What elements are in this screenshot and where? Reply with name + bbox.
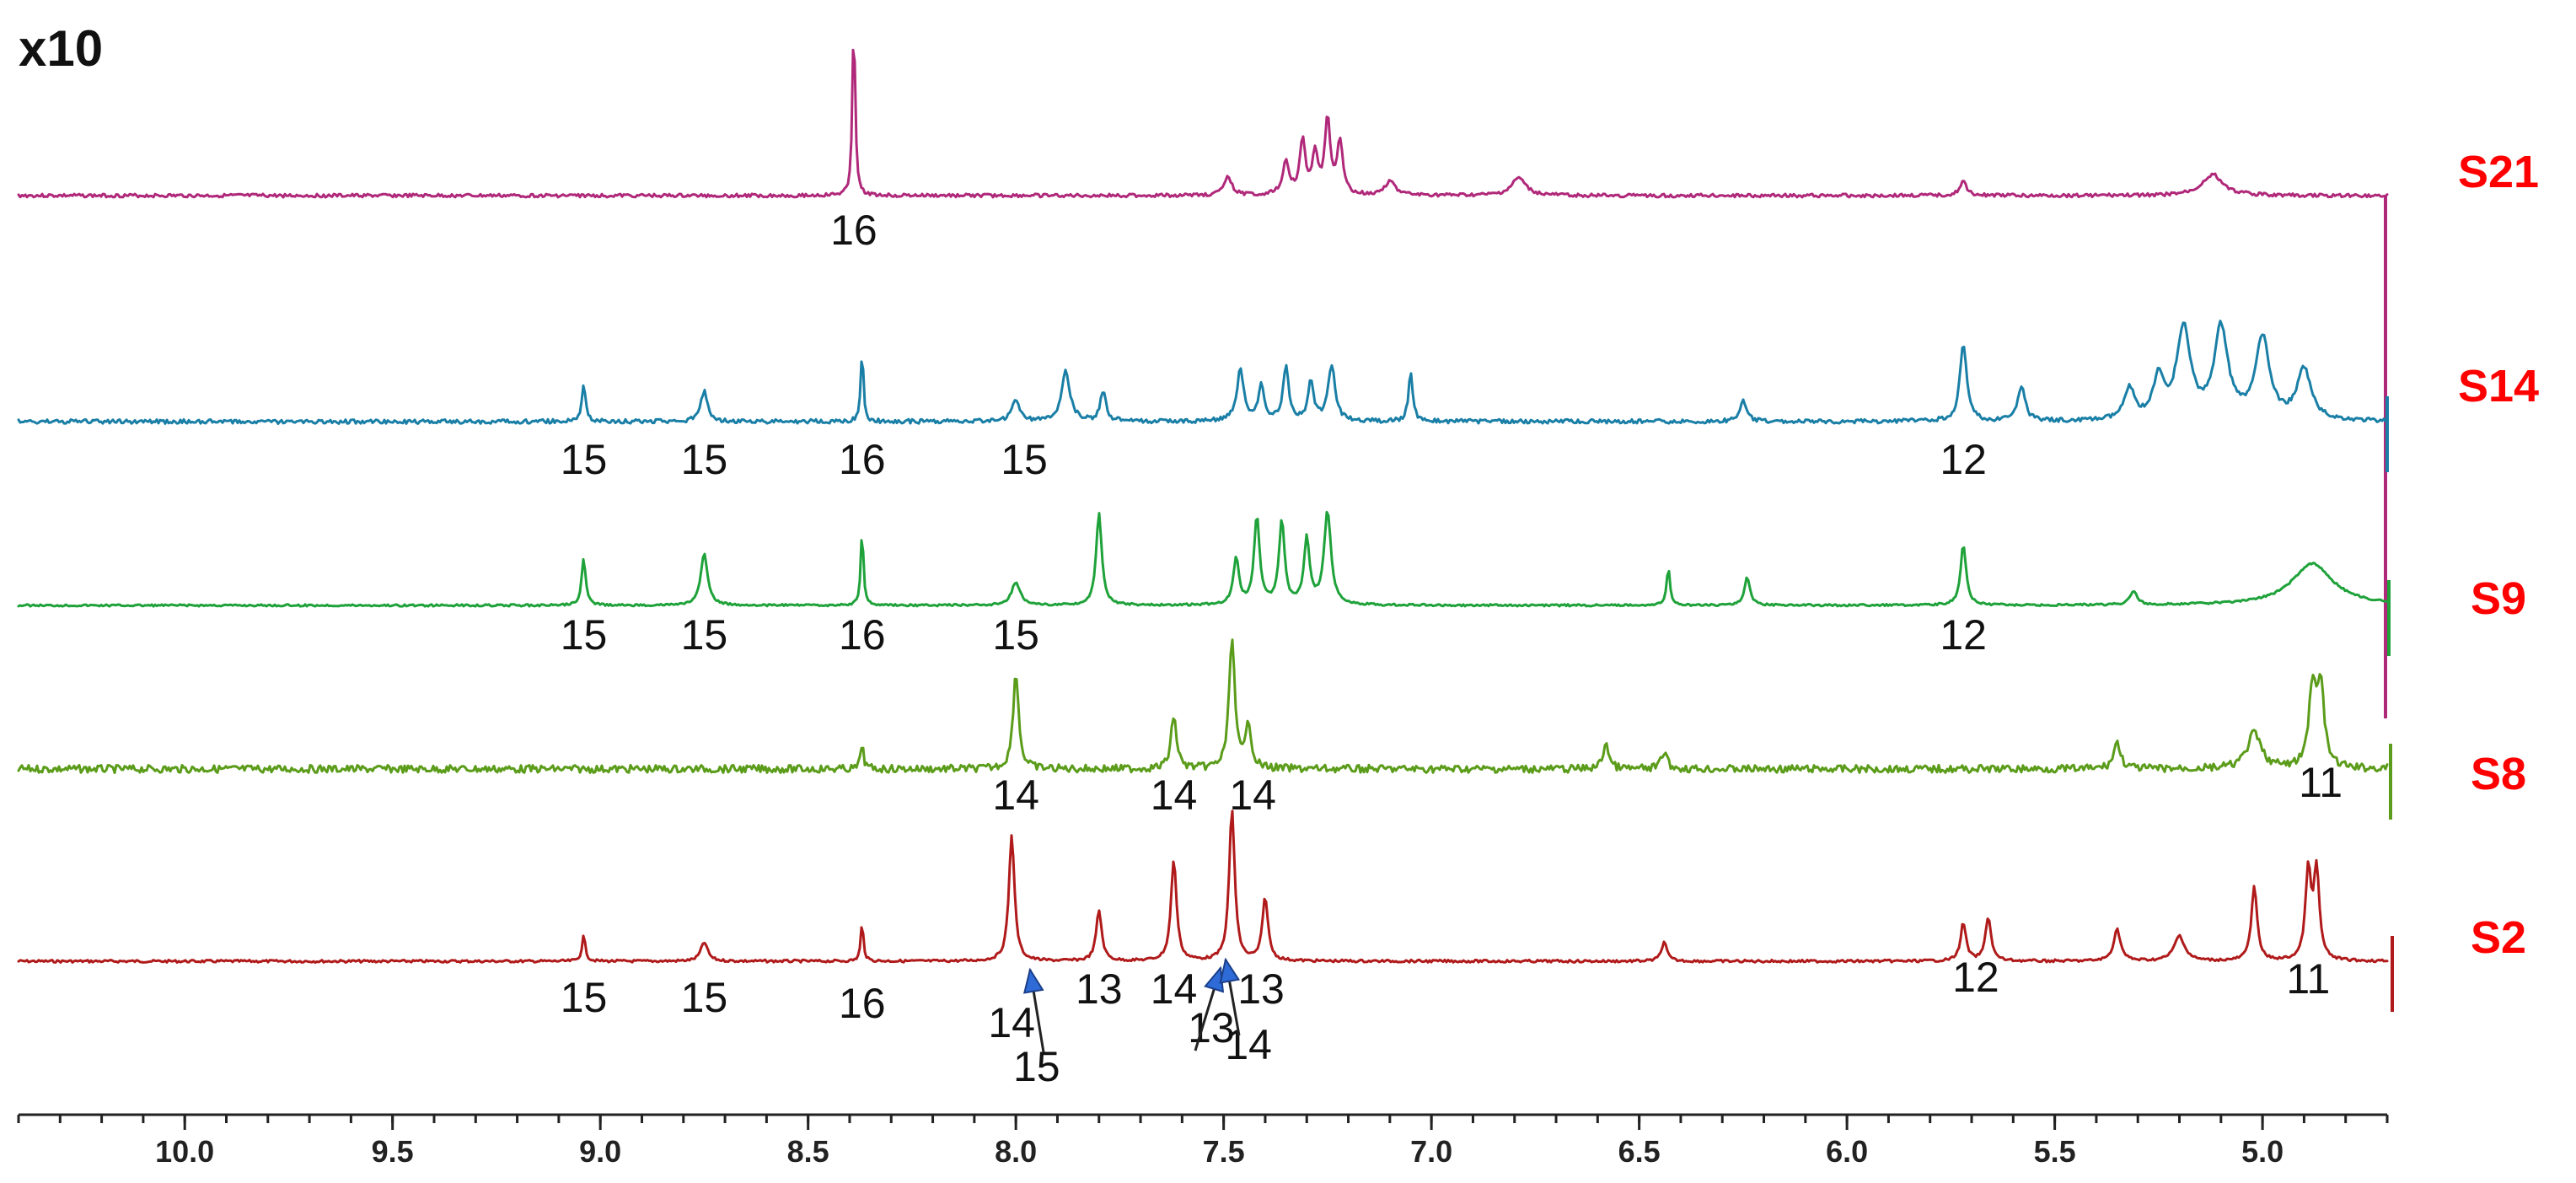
x-axis: 10.0 9.5 9.0 8.5 8.0 7.5 7.0 6.5 6.0 5.5 5.0 (17, 1113, 2389, 1169)
arrow-15-head (1022, 967, 1044, 994)
x-axis-tick-label: 9.0 (579, 1134, 621, 1169)
peak-label-s14-1: 15 (681, 436, 728, 483)
trace-s21 (17, 48, 2389, 199)
peak-label-s2-6: 14 (1151, 965, 1198, 1013)
peak-label-s9-2: 16 (839, 611, 886, 659)
peak-label-s8-1: 14 (1151, 772, 1198, 819)
x-axis-tick-label: 5.5 (2034, 1134, 2076, 1169)
series-label-s8: S8 (2471, 749, 2526, 799)
series-label-s2: S2 (2471, 912, 2526, 963)
trace-s2 (17, 809, 2389, 964)
series-label-s14: S14 (2458, 361, 2539, 411)
peak-label-s2-7: 13 (1188, 1004, 1235, 1051)
peak-label-s14-3: 15 (1001, 436, 1048, 483)
peak-label-s2-4: 15 (1013, 1043, 1060, 1090)
peak-label-s9-3: 15 (992, 611, 1039, 659)
x-axis-tick-label: 5.0 (2241, 1134, 2284, 1169)
peak-label-s21-0: 16 (830, 207, 877, 254)
peak-label-s2-2: 16 (839, 980, 886, 1027)
x-axis-tick-label: 7.5 (1203, 1134, 1245, 1169)
peak-label-s14-2: 16 (839, 436, 886, 483)
x-axis-tick-label: 6.0 (1826, 1134, 1868, 1169)
peak-label-s8-2: 14 (1229, 772, 1276, 819)
x-axis-tick-label: 6.5 (1618, 1134, 1661, 1169)
peak-label-s2-0: 15 (561, 974, 608, 1021)
annotation-arrows (1022, 957, 1241, 1053)
peak-label-s2-3: 14 (988, 999, 1035, 1046)
x-axis-tick-label: 8.0 (995, 1134, 1037, 1169)
peak-label-s9-4: 12 (1940, 611, 1987, 659)
x-axis-tick-label: 7.0 (1410, 1134, 1452, 1169)
series-label-s9: S9 (2471, 573, 2526, 624)
peak-label-s9-0: 15 (561, 611, 608, 659)
x-axis-tick-label: 8.5 (787, 1134, 829, 1169)
peak-label-s2-9: 14 (1225, 1021, 1272, 1068)
peak-label-s2-11: 11 (2286, 955, 2330, 1003)
trace-s8 (17, 638, 2389, 774)
x-axis-tick-label: 10.0 (155, 1134, 214, 1169)
x-axis-tick-label: 9.5 (372, 1134, 414, 1169)
peak-label-s14-4: 12 (1940, 436, 1987, 483)
series-label-s21: S21 (2458, 147, 2539, 197)
series-labels: S21 S14 S9 S8 S2 (2458, 147, 2539, 963)
peak-label-s8-3: 11 (2299, 759, 2343, 806)
peak-label-s2-10: 12 (1952, 954, 1999, 1001)
peak-label-s9-1: 15 (681, 611, 728, 659)
peak-label-s14-0: 15 (561, 436, 608, 483)
peak-label-s8-0: 14 (992, 772, 1039, 819)
arrow-14-head (1219, 957, 1241, 984)
trace-s9 (17, 510, 2389, 608)
spectrum-traces (17, 48, 2394, 1012)
peak-label-s2-1: 15 (681, 974, 728, 1021)
peak-label-s2-5: 13 (1076, 965, 1123, 1013)
peak-label-s2-8: 13 (1237, 965, 1285, 1013)
trace-s14 (17, 320, 2389, 425)
scale-factor-label: x10 (19, 20, 103, 77)
